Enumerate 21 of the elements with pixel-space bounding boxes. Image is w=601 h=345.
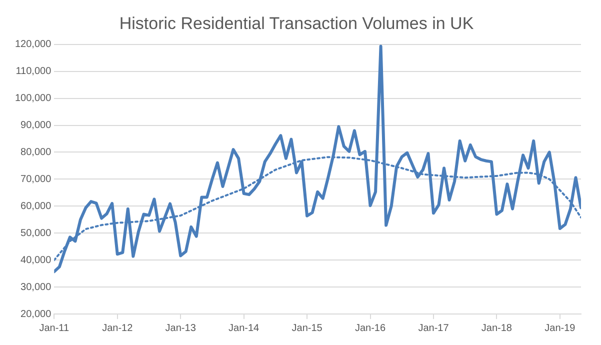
x-tick-label: Jan-12 (102, 322, 134, 334)
y-tick-label: 70,000 (20, 174, 52, 185)
x-tick-label: Jan-19 (544, 322, 576, 334)
x-tick-label: Jan-17 (418, 322, 450, 334)
y-tick-label: 90,000 (20, 120, 52, 132)
y-tick-label: 50,000 (20, 228, 52, 239)
y-tick-label: 110,000 (16, 66, 52, 78)
x-tick-label: Jan-11 (39, 322, 70, 334)
y-tick-label: 40,000 (20, 254, 52, 266)
y-tick-label: 120,000 (14, 39, 52, 50)
x-tick-label: Jan-16 (354, 322, 386, 334)
y-tick-label: 60,000 (20, 200, 52, 212)
y-tick-label: 80,000 (20, 146, 52, 158)
x-tick-label: Jan-15 (292, 322, 323, 334)
y-tick-label: 30,000 (20, 282, 52, 293)
x-tick-label: Jan-13 (165, 322, 196, 334)
y-tick-label: 20,000 (20, 308, 52, 320)
chart-title: Historic Residential Transaction Volumes in UK (119, 14, 474, 33)
y-tick-label: 100,000 (14, 93, 52, 104)
x-tick-label: Jan-18 (481, 322, 512, 334)
x-tick-label: Jan-14 (228, 322, 260, 334)
